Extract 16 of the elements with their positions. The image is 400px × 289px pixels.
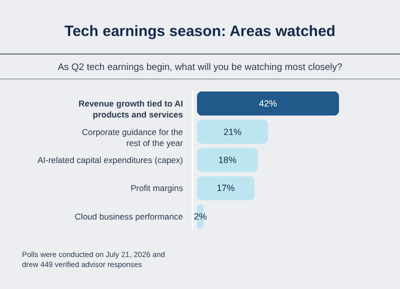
chart-title: Tech earnings season: Areas watched [64,23,336,40]
data-label: 18% [218,155,236,165]
data-label: 2% [194,211,207,222]
data-label: 17% [216,183,235,194]
y-tick-label: Revenue growth tied to AI products and services [78,98,184,120]
bar [197,91,339,116]
bar [197,120,268,144]
y-tick-label: AI-related capital expenditures (capex) [37,155,184,165]
data-label: 42% [258,98,278,109]
bar [197,148,258,172]
y-tick-label: Profit margins [130,183,183,194]
y-tick-label: Corporate guidance for the rest of the year [82,126,184,148]
data-label: 21% [223,126,242,137]
chart-subtitle: As Q2 tech earnings begin, what will you be watching most closely? [58,62,342,73]
bar [197,176,254,200]
y-tick-label: Cloud business performance [74,211,184,222]
